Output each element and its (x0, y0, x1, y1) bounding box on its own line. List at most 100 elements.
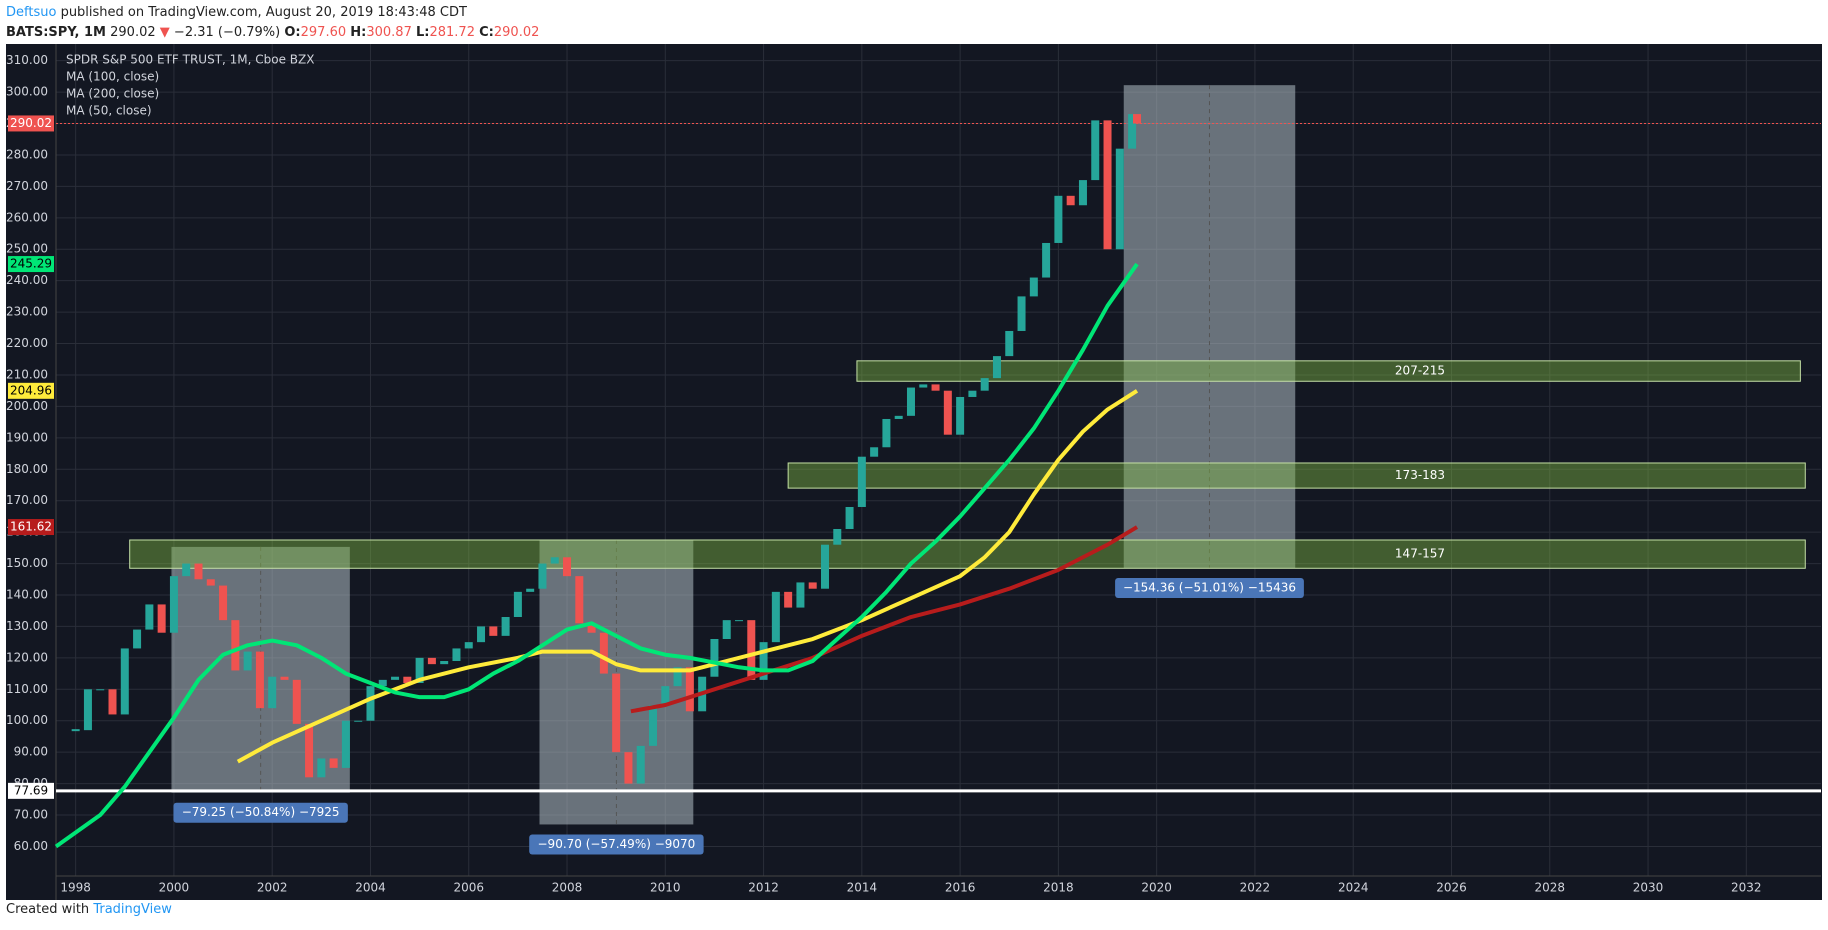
x-tick-label: 1998 (60, 881, 91, 895)
candle (575, 576, 584, 624)
candle (489, 626, 498, 636)
author[interactable]: Deftsuo (6, 5, 57, 20)
candle (366, 686, 375, 721)
symbol-line: BATS:SPY, 1M 290.02 ▼ −2.31 (−0.79%) O:2… (6, 23, 539, 43)
candle (341, 720, 350, 768)
candle (550, 557, 559, 564)
y-tick-label: 280.00 (6, 147, 48, 161)
zone-label: 173-183 (1395, 468, 1445, 482)
measure-badge (1115, 577, 1304, 598)
candle (833, 528, 842, 545)
candle (1128, 114, 1137, 149)
h-label: H: (350, 25, 367, 40)
candle (243, 651, 252, 671)
x-tick-label: 2010 (650, 881, 681, 895)
ma-badge (8, 382, 54, 399)
high: 300.87 (366, 25, 412, 40)
candle (157, 604, 166, 633)
candle (464, 642, 473, 649)
candle (870, 447, 879, 457)
candle (391, 676, 400, 680)
candle (403, 676, 412, 684)
candle (759, 642, 768, 680)
x-tick-label: 2024 (1338, 881, 1369, 895)
candle (563, 557, 572, 577)
y-tick-label: 190.00 (6, 430, 48, 444)
y-tick-label: 200.00 (6, 399, 48, 413)
symbol: BATS:SPY, 1M (6, 25, 106, 40)
candle (440, 661, 449, 665)
x-tick-label: 2020 (1141, 881, 1172, 895)
open: 297.60 (300, 25, 347, 40)
y-tick-label: 70.00 (14, 808, 48, 822)
candle (378, 679, 387, 687)
zone (856, 360, 1801, 382)
candle (820, 544, 829, 589)
y-tick-label: 140.00 (6, 587, 48, 601)
x-tick-label: 2028 (1534, 881, 1565, 895)
y-tick-label: 230.00 (6, 305, 48, 319)
candle (685, 667, 694, 712)
y-tick-label: 180.00 (6, 462, 48, 476)
x-tick-label: 2014 (847, 881, 878, 895)
ma-line (54, 262, 1139, 849)
candle (1054, 195, 1063, 243)
candle (268, 676, 277, 709)
y-tick-label: 100.00 (6, 713, 48, 727)
y-tick-label: 260.00 (6, 210, 48, 224)
y-tick-label: 130.00 (6, 619, 48, 633)
candle (133, 629, 142, 649)
price-badge-label: 77.69 (14, 783, 48, 797)
y-tick-label: 310.00 (6, 53, 48, 67)
close: 290.02 (493, 25, 540, 40)
published: published on TradingView.com, August 20,… (60, 5, 467, 20)
candle (513, 591, 522, 618)
ma-badge (8, 519, 54, 536)
created: Created with (6, 902, 90, 917)
candle (452, 648, 461, 662)
candle (169, 576, 178, 633)
candle (538, 563, 547, 589)
zone (129, 539, 1806, 569)
legend-entry: MA (50, close) (66, 104, 152, 118)
change: −2.31 (−0.79%) (173, 25, 281, 40)
candle (1005, 330, 1014, 357)
candle (919, 384, 928, 388)
candle (194, 563, 203, 580)
candle (219, 585, 228, 621)
candle (906, 387, 915, 416)
y-tick-label: 250.00 (6, 242, 48, 256)
price-badge-label: 290.02 (10, 116, 52, 130)
candle (771, 591, 780, 643)
candle (710, 639, 719, 677)
y-tick-label: 210.00 (6, 367, 48, 381)
ma-line (236, 389, 1139, 764)
candle (96, 689, 105, 691)
candle (427, 657, 436, 665)
publish-line: Deftsuo published on TradingView.com, Au… (6, 3, 539, 23)
candle (1066, 195, 1075, 206)
arrow: ▼ (159, 25, 170, 40)
brand[interactable]: TradingView (93, 902, 172, 917)
y-tick-label: 60.00 (14, 839, 48, 853)
price-badge (8, 115, 54, 132)
chart-title: SPDR S&P 500 ETF TRUST, 1M, Cboe BZX (66, 53, 314, 67)
legend-entry: MA (200, close) (66, 87, 159, 101)
ma-line (630, 525, 1139, 714)
y-tick-label: 240.00 (6, 273, 48, 287)
candle (808, 582, 817, 589)
candle (747, 620, 756, 680)
candle (796, 582, 805, 608)
candle (526, 588, 535, 592)
last: 290.02 (110, 25, 156, 40)
low: 281.72 (429, 25, 475, 40)
candle (1042, 242, 1051, 278)
measure-label: −154.36 (−51.01%) −15436 (1123, 580, 1296, 594)
candle (292, 679, 301, 724)
candle (1078, 180, 1087, 206)
candle (83, 689, 92, 731)
candle (280, 676, 289, 680)
candle (587, 623, 596, 633)
candle (894, 415, 903, 419)
